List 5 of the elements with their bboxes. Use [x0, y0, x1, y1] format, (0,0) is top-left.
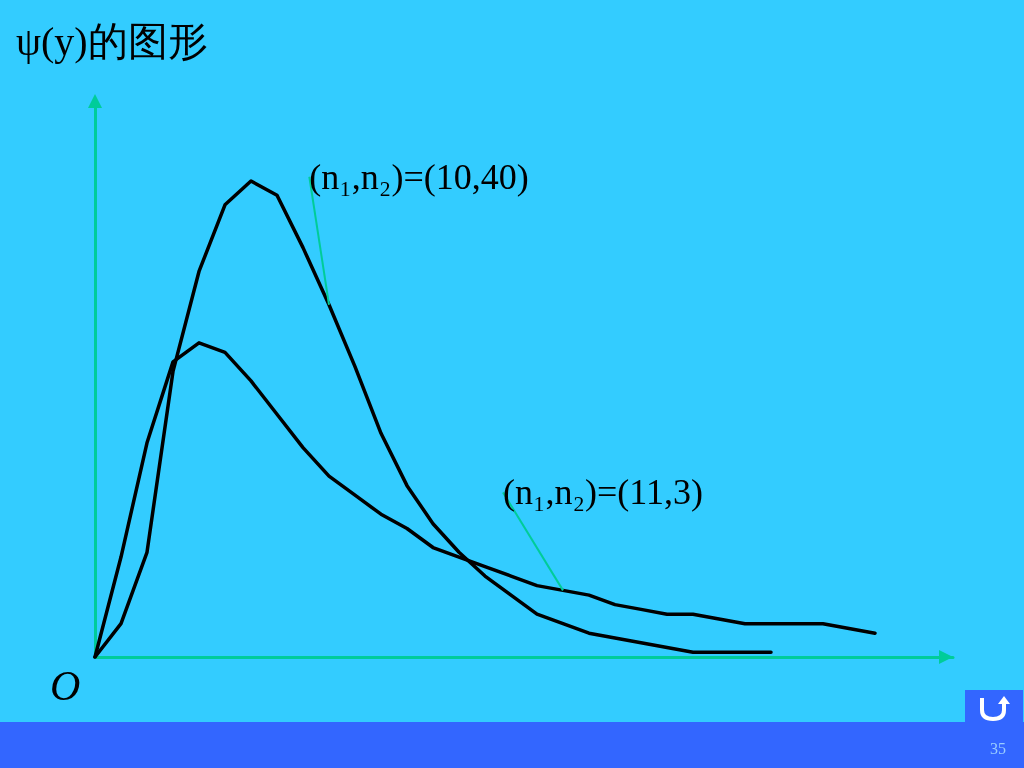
- series-label: (n₁,n₂)=(10,40): [309, 156, 529, 197]
- series-label: (n₁,n₂)=(11,3): [502, 472, 704, 513]
- text: O: [50, 662, 81, 710]
- chart-title: ψ(y)的图形: [16, 18, 208, 66]
- text: 35: [990, 740, 1006, 758]
